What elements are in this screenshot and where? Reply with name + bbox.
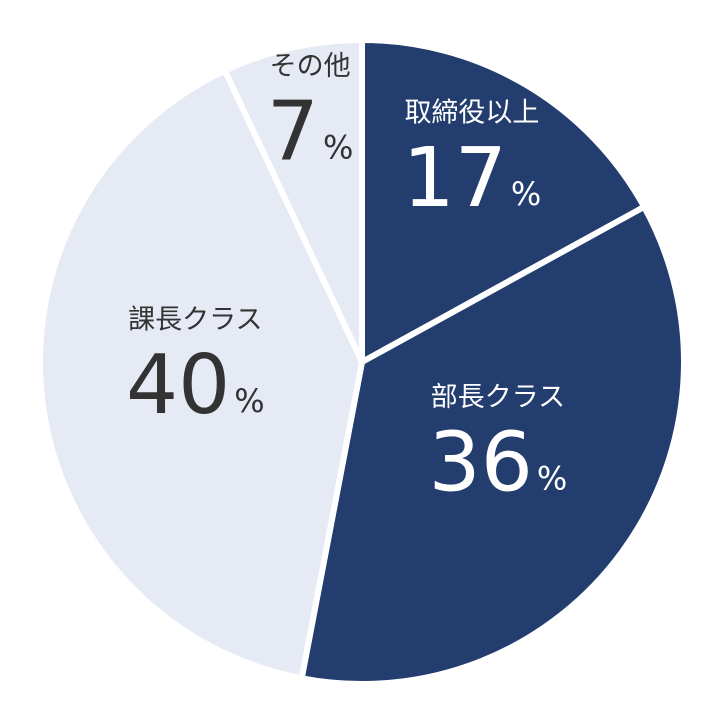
unit-label: % — [511, 175, 541, 213]
slice-label: その他 — [270, 51, 351, 82]
slice-label: 取締役以上 — [404, 98, 539, 129]
slice-label: 部長クラス — [431, 382, 565, 413]
slice-value: 7% — [267, 85, 354, 180]
unit-label: % — [537, 460, 567, 498]
value-label: 40 — [126, 339, 230, 434]
unit-label: % — [323, 129, 353, 167]
unit-label: % — [234, 382, 264, 420]
slice-value: 17% — [403, 132, 542, 227]
pie-slice — [298, 203, 687, 687]
slice-label: 課長クラス — [128, 305, 262, 336]
pie-slice — [37, 67, 365, 682]
slice-value: 36% — [429, 416, 568, 511]
value-label: 7 — [267, 85, 319, 180]
value-label: 17 — [403, 132, 507, 227]
slice-value: 40% — [126, 339, 265, 434]
value-label: 36 — [429, 416, 533, 511]
pie-slice — [221, 37, 365, 365]
pie-slice — [359, 37, 648, 365]
